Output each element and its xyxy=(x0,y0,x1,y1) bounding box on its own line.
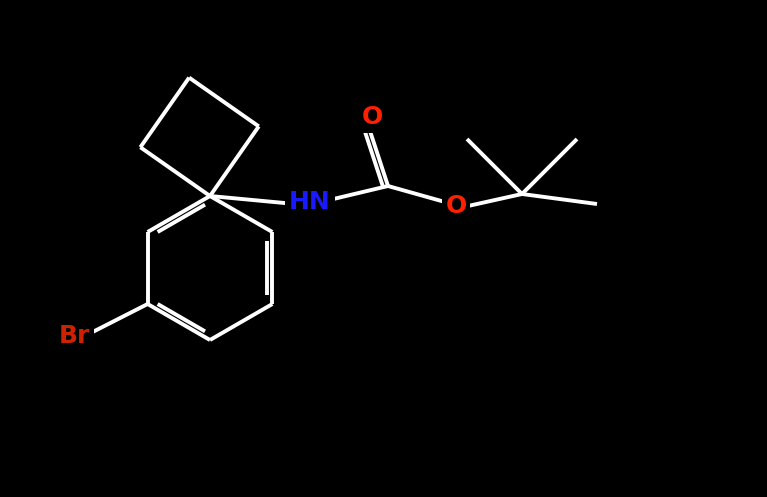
Text: Br: Br xyxy=(59,324,91,348)
Text: O: O xyxy=(446,194,466,218)
Text: HN: HN xyxy=(289,190,331,214)
Text: O: O xyxy=(361,105,383,129)
